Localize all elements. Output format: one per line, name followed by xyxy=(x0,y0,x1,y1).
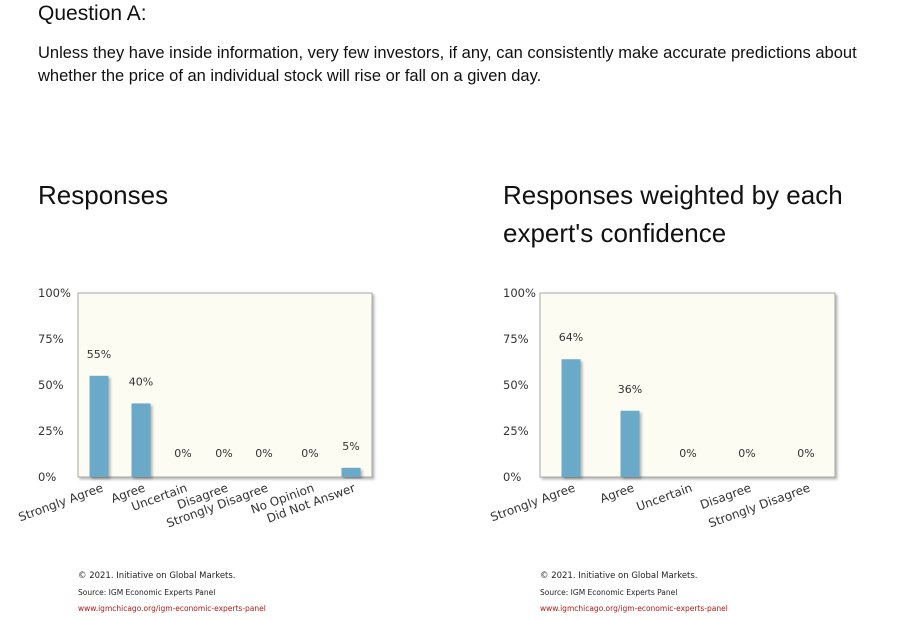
chart1-ytick-label: 25% xyxy=(38,424,64,438)
chart1-bar xyxy=(89,375,109,477)
chart2-data-label: 0% xyxy=(797,447,814,460)
chart2-url[interactable]: www.igmchicago.org/igm-economic-experts-… xyxy=(540,604,728,613)
chart2-bar xyxy=(620,410,640,477)
chart1-data-label: 5% xyxy=(342,440,359,453)
chart2-ytick-label: 0% xyxy=(503,470,521,484)
chart2-source: Source: IGM Economic Experts Panel xyxy=(540,588,678,597)
chart2-ytick-label: 50% xyxy=(503,378,529,392)
chart2-ytick-label: 100% xyxy=(503,286,536,300)
chart1-ytick-label: 50% xyxy=(38,378,64,392)
chart2-bar xyxy=(561,359,581,477)
chart1-data-label: 0% xyxy=(301,447,318,460)
question-title: Question A: xyxy=(38,2,147,25)
chart1-ytick-label: 75% xyxy=(38,332,64,346)
chart2-data-label: 64% xyxy=(559,331,583,344)
chart2-ytick-label: 75% xyxy=(503,332,529,346)
chart1-plot-area xyxy=(77,292,373,478)
chart1-data-label: 55% xyxy=(87,348,111,361)
chart1-copyright: © 2021. Initiative on Global Markets. xyxy=(78,571,236,581)
chart2-data-label: 0% xyxy=(679,447,696,460)
chart2-category-label: Strongly Disagree xyxy=(707,481,812,531)
chart1-data-label: 40% xyxy=(129,375,153,388)
chart1-bar xyxy=(131,403,151,477)
chart2-data-label: 0% xyxy=(738,447,755,460)
chart1-source: Source: IGM Economic Experts Panel xyxy=(78,588,216,597)
chart1-ytick-label: 0% xyxy=(38,470,56,484)
chart2-category-label: Agree xyxy=(598,481,636,506)
weighted-responses-title: Responses weighted by each expert's conf… xyxy=(503,180,843,248)
chart1-category-label: Strongly Agree xyxy=(17,481,105,525)
chart1-bar xyxy=(341,467,361,477)
chart2-plot-area xyxy=(539,292,836,478)
chart1-url[interactable]: www.igmchicago.org/igm-economic-experts-… xyxy=(78,604,266,613)
chart2-ytick-label: 25% xyxy=(503,424,529,438)
chart1-data-label: 0% xyxy=(215,447,232,460)
chart1-data-label: 0% xyxy=(174,447,191,460)
responses-title: Responses xyxy=(38,180,169,210)
chart2-copyright: © 2021. Initiative on Global Markets. xyxy=(540,571,698,581)
chart1-data-label: 0% xyxy=(255,447,272,460)
chart1-ytick-label: 100% xyxy=(38,286,71,300)
chart2-category-label: Strongly Agree xyxy=(489,481,577,525)
chart2-data-label: 36% xyxy=(618,383,642,396)
chart2-category-label: Uncertain xyxy=(634,481,694,514)
question-text: Unless they have inside information, ver… xyxy=(38,44,857,85)
